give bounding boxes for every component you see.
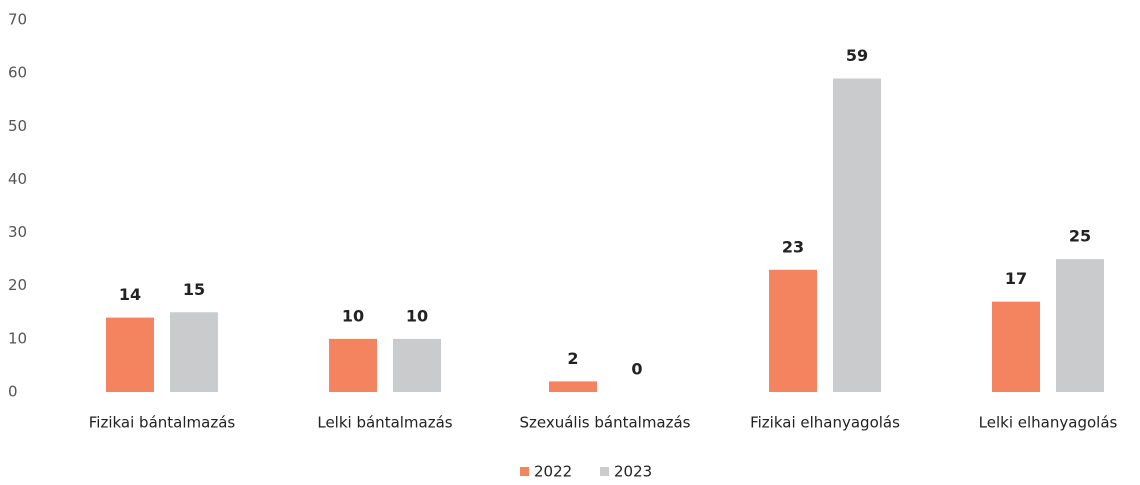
y-tick-label: 50 — [8, 117, 27, 135]
legend-swatch — [520, 467, 529, 476]
value-label: 25 — [1069, 227, 1091, 246]
value-label: 2 — [567, 349, 578, 368]
value-label: 0 — [631, 360, 642, 379]
bar — [170, 312, 218, 392]
y-tick-label: 70 — [8, 11, 27, 29]
x-tick-label: Fizikai elhanyagolás — [750, 414, 900, 432]
value-label: 59 — [846, 46, 868, 65]
y-tick-label: 30 — [8, 223, 27, 241]
y-tick-label: 10 — [8, 329, 27, 347]
bar — [549, 381, 597, 392]
bar — [769, 269, 817, 392]
value-label: 10 — [406, 306, 428, 325]
bar — [393, 338, 441, 392]
legend-label: 2022 — [534, 463, 572, 481]
value-label: 15 — [183, 280, 205, 299]
bar — [106, 317, 154, 392]
x-tick-label: Lelki elhanyagolás — [979, 414, 1118, 432]
value-label: 17 — [1005, 269, 1027, 288]
y-tick-label: 0 — [8, 383, 18, 401]
bar — [833, 78, 881, 392]
legend-label: 2023 — [614, 463, 652, 481]
bar — [1056, 259, 1104, 392]
x-tick-label: Lelki bántalmazás — [317, 414, 452, 432]
y-tick-label: 20 — [8, 276, 27, 294]
y-tick-label: 40 — [8, 170, 27, 188]
value-label: 10 — [342, 306, 364, 325]
value-label: 23 — [782, 237, 804, 256]
bar — [329, 338, 377, 392]
y-tick-label: 60 — [8, 64, 27, 82]
legend-swatch — [600, 467, 609, 476]
value-label: 14 — [119, 285, 141, 304]
x-tick-label: Szexuális bántalmazás — [520, 414, 691, 432]
x-tick-label: Fizikai bántalmazás — [89, 414, 236, 432]
bar — [992, 301, 1040, 392]
